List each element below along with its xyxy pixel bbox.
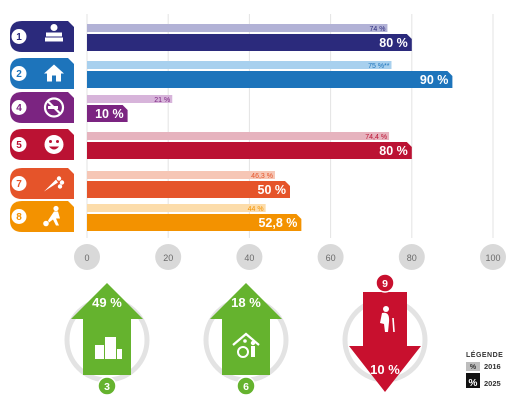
bar-2025-label: 90 % [420,73,449,87]
bar-2016 [87,204,266,212]
bar-row: 2 75 %** 90 % [10,58,453,89]
arrow-up [71,283,143,375]
bar-2016 [87,95,173,103]
row-number-badge [11,29,27,44]
bar-2025-label: 80 % [379,36,408,50]
bar-2025-label: 50 % [258,183,287,197]
arrow-number: 6 [243,381,249,393]
tick-label: 0 [84,253,89,263]
row-number-badge [11,176,27,191]
bar-2025 [87,181,290,198]
bar-2016-label: 46,3 % [251,173,273,180]
indicator-up: 18 % 6 [203,283,289,396]
bar-row: 8 44 % 52,8 % [10,201,302,232]
bar-2016-label: 74,4 % [365,134,387,141]
legend-swatch-symbol: % [469,378,478,389]
indicator-down: 10 % 9 [342,273,428,392]
legend-label: 2016 [484,362,501,371]
city-buildings-icon [95,337,122,359]
row-number: 1 [16,32,22,43]
arrow-number-badge [97,376,117,396]
bar-2025 [87,214,302,231]
tick-circle [155,244,182,270]
bar-rows: 1 74 % 80 % 2 75 %** 90 % 4 21 % 10 % 5 74,4 % 80 %… [10,21,453,232]
indicator-arrows: 49 % 3 18 % 6 10 % 9 [64,273,428,396]
arrow-value: 10 % [370,362,400,377]
bar-2025-label: 10 % [95,107,124,121]
tick-label: 20 [163,253,173,263]
bar-2025 [87,142,412,159]
row-number-badge [11,66,27,81]
bar-row: 5 74,4 % 80 % [10,129,412,160]
arrow-number-badge [375,273,395,293]
arrow-up [210,283,282,375]
books-apple-icon [45,24,63,42]
house-icon [44,64,64,82]
arrow-number-badge [236,376,256,396]
bar-2025 [87,71,453,88]
bar-2025-label: 52,8 % [258,216,297,230]
bar-2016-label: 75 %** [368,63,390,70]
arrow-value: 18 % [231,295,261,310]
fruits-vegetables-icon [44,176,65,192]
elderly-person-icon [380,306,395,333]
row-tab [10,168,74,199]
bar-2025-label: 80 % [379,144,408,158]
no-smoking-icon [43,97,65,118]
bar-row: 7 46,3 % 50 % [10,168,290,199]
legend-swatch [466,373,480,388]
tick-circle [398,244,425,270]
soccer-player-icon [43,205,60,227]
legend-swatch [466,362,480,371]
bar-2016 [87,24,388,32]
row-tab [10,21,74,52]
bar-2025 [87,34,412,51]
bar-row: 4 21 % 10 % [10,92,173,123]
bar-2025 [87,105,128,122]
legend-title: LÉGENDE [466,350,503,359]
row-number: 5 [16,140,22,151]
row-number-badge [11,137,27,152]
row-number: 8 [16,212,22,223]
arrow-number: 3 [104,381,110,393]
tick-circle [236,244,263,270]
row-number: 2 [16,69,22,80]
row-number: 7 [16,179,22,190]
row-number-badge [11,100,27,115]
arrow-down [349,292,421,392]
bar-2016-label: 44 % [248,206,264,213]
arrow-value: 49 % [92,295,122,310]
legend-swatch-symbol: % [470,364,477,371]
tick-circle [74,244,100,270]
row-number: 4 [16,103,22,114]
legend: LÉGENDE% 2016% 2025 [466,350,503,389]
bar-2016-label: 21 % [154,97,170,104]
tick-circle [480,244,506,270]
tick-circle [317,244,344,270]
row-number-badge [11,209,27,224]
tick-label: 80 [407,253,417,263]
bar-2016 [87,171,275,179]
x-axis-ticks: 0 20 40 60 80 100 [74,244,506,270]
bar-2016 [87,132,390,140]
tick-label: 100 [485,253,500,263]
grid-lines [86,14,494,238]
bar-2016-label: 74 % [369,26,385,33]
smiley-icon [44,135,64,154]
wheelchair-house-icon [232,332,260,358]
arrow-number: 9 [382,278,388,290]
tick-label: 60 [326,253,336,263]
tick-label: 40 [244,253,254,263]
bar-2016 [87,61,392,69]
indicator-up: 49 % 3 [64,283,150,396]
legend-label: 2025 [484,379,501,388]
bar-row: 1 74 % 80 % [10,21,412,52]
